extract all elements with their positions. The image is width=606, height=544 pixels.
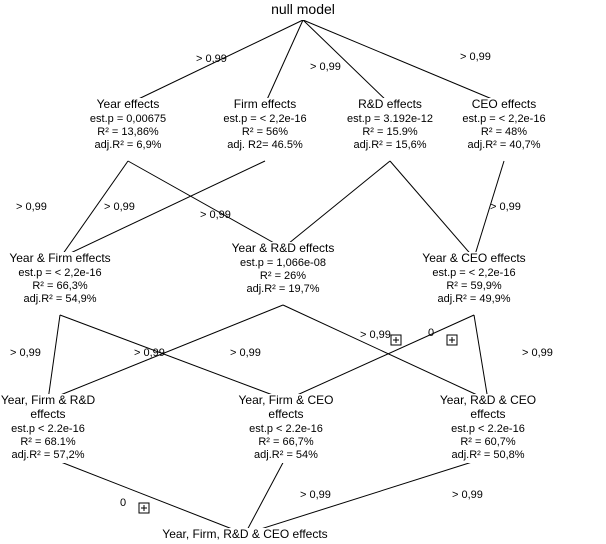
edge-label: > 0,99 (452, 489, 483, 501)
node-title: effects (470, 407, 505, 421)
node-title: Year & CEO effects (422, 251, 525, 265)
node-yc: Year & CEO effects est.p = < 2,2e-16R² = … (402, 251, 546, 307)
node-null: null model (263, 1, 343, 20)
node-stat: adj.R² = 50,8% (451, 449, 524, 461)
edge-line (474, 315, 488, 400)
node-stat: adj.R² = 6,9% (95, 139, 162, 151)
node-yfr: Year, Firm & R&Deffects est.p < 2.2e-16R²… (0, 393, 112, 463)
node-stat: R² = 56% (242, 126, 288, 138)
node-title: Year effects (97, 97, 160, 111)
edge-label: 0 (120, 497, 126, 509)
node-stat: adj.R² = 57,2% (11, 449, 84, 461)
edge-line (48, 315, 60, 400)
node-title: Year, R&D & CEO (440, 393, 536, 407)
node-stat: R² = 15.9% (362, 126, 418, 138)
edge-label: > 0,99 (134, 347, 165, 359)
node-yf: Year & Firm effects est.p = < 2,2e-16R² =… (0, 251, 135, 307)
edge-line (48, 457, 245, 534)
edge-line (265, 20, 303, 104)
node-stat: est.p = 0,00675 (90, 113, 166, 125)
node-title: null model (271, 1, 335, 17)
node-stat: adj.R² = 19,7% (246, 283, 319, 295)
node-title: CEO effects (472, 97, 536, 111)
node-title: Year, Firm, R&D & CEO effects (162, 527, 327, 541)
node-title: Year & Firm effects (9, 251, 110, 265)
node-stat: est.p < 2.2e-16 (11, 423, 85, 435)
node-yrc: Year, R&D & CEOeffects est.p < 2.2e-16R² … (428, 393, 548, 463)
node-title: effects (30, 407, 65, 421)
edge-line (283, 305, 488, 400)
node-stat: est.p < 2.2e-16 (451, 423, 525, 435)
node-stat: adj.R² = 49,9% (437, 293, 510, 305)
node-stat: R² = 68.1% (20, 436, 76, 448)
node-title: Firm effects (234, 97, 296, 111)
node-stat: adj.R² = 15,6% (353, 139, 426, 151)
node-stat: est.p = < 2,2e-16 (18, 267, 101, 279)
edge-label: > 0,99 (10, 347, 41, 359)
edge-label: > 0,99 (196, 53, 227, 65)
node-stat: R² = 59,9% (446, 280, 502, 292)
node-title: Year, Firm & CEO (239, 393, 334, 407)
node-year: Year effects est.p = 0,00675R² = 13,86%ad… (68, 97, 188, 153)
node-stat: est.p = < 2,2e-16 (223, 113, 306, 125)
edge-label: > 0,99 (200, 209, 231, 221)
node-stat: R² = 66,7% (258, 436, 314, 448)
edge-line (286, 315, 474, 400)
node-stat: adj.R² = 40,7% (467, 139, 540, 151)
edge-line (283, 161, 390, 248)
edge-marker-icon (447, 335, 457, 345)
node-stat: R² = 66,3% (32, 280, 88, 292)
edge-label: > 0,99 (310, 61, 341, 73)
node-title: Year, Firm & R&D (1, 393, 96, 407)
node-stat: est.p = 1,066e-08 (240, 257, 326, 269)
edge-label: > 0,99 (490, 201, 521, 213)
node-title: Year & R&D effects (232, 241, 335, 255)
edge-label: > 0,99 (522, 347, 553, 359)
node-stat: R² = 26% (260, 270, 306, 282)
node-stat: R² = 48% (481, 126, 527, 138)
edge-label: > 0,99 (104, 201, 135, 213)
node-yfc: Year, Firm & CEOeffects est.p < 2.2e-16R²… (222, 393, 350, 463)
edge-label: > 0,99 (300, 489, 331, 501)
node-title: R&D effects (358, 97, 422, 111)
node-stat: R² = 13,86% (97, 126, 159, 138)
node-stat: adj.R² = 54,9% (23, 293, 96, 305)
edge-line (128, 161, 283, 248)
node-stat: est.p = 3.192e-12 (347, 113, 433, 125)
node-stat: R² = 60,7% (460, 436, 516, 448)
edge-line (390, 161, 474, 258)
node-stat: est.p < 2.2e-16 (249, 423, 323, 435)
node-stat: adj. R2= 46.5% (227, 139, 303, 151)
node-firm: Firm effects est.p = < 2,2e-16R² = 56%adj… (197, 97, 333, 153)
edge-label: > 0,99 (230, 347, 261, 359)
node-stat: est.p = < 2,2e-16 (432, 267, 515, 279)
node-stat: est.p = < 2,2e-16 (462, 113, 545, 125)
node-ceo: CEO effects est.p = < 2,2e-16R² = 48%adj.… (436, 97, 572, 153)
node-stat: adj.R² = 54% (254, 449, 318, 461)
edge-label: > 0,99 (460, 51, 491, 63)
edge-marker-icon (139, 503, 149, 513)
node-yfrc: Year, Firm, R&D & CEO effects (162, 527, 327, 544)
node-title: effects (268, 407, 303, 421)
edge-label: 0 (428, 327, 434, 339)
edge-label: > 0,99 (360, 329, 391, 341)
edge-label: > 0,99 (16, 201, 47, 213)
node-yr: Year & R&D effects est.p = 1,066e-08R² = … (211, 241, 355, 297)
edge-marker-icon (391, 335, 401, 345)
